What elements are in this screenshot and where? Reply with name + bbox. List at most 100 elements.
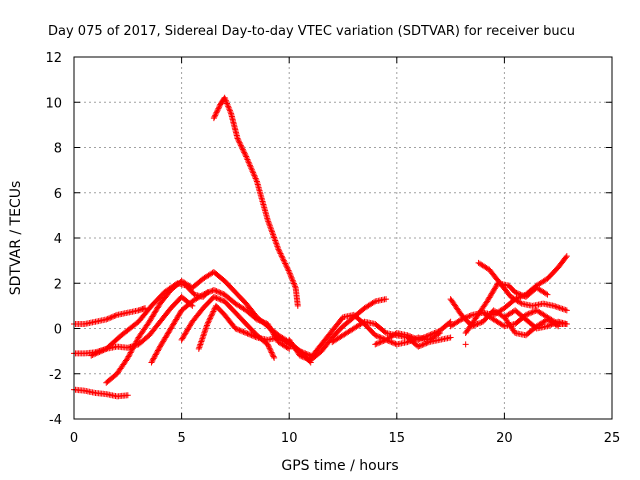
data-point xyxy=(93,350,100,357)
x-tick-label: 5 xyxy=(177,431,185,446)
data-point xyxy=(428,331,435,338)
data-point xyxy=(266,222,273,229)
data-point xyxy=(207,314,214,321)
data-point xyxy=(155,346,162,353)
data-point xyxy=(249,332,256,339)
data-point xyxy=(214,295,221,302)
data-point xyxy=(131,341,138,348)
data-point xyxy=(265,218,272,225)
data-point xyxy=(424,339,431,346)
data-point xyxy=(243,155,250,162)
data-point xyxy=(247,163,254,170)
data-point xyxy=(291,281,298,288)
data-point xyxy=(198,337,205,344)
data-point xyxy=(200,332,207,339)
data-point xyxy=(250,169,257,176)
data-point xyxy=(207,315,214,322)
data-point xyxy=(389,339,396,346)
data-point xyxy=(370,299,377,306)
data-point xyxy=(300,354,307,361)
y-tick-label: 4 xyxy=(54,232,62,247)
data-point xyxy=(246,162,253,169)
data-point xyxy=(552,303,559,310)
data-point xyxy=(273,241,280,248)
x-tick-label: 10 xyxy=(281,431,298,446)
data-point xyxy=(259,318,266,325)
data-point xyxy=(253,176,260,183)
data-point xyxy=(202,326,209,333)
data-point xyxy=(252,175,259,182)
data-point xyxy=(226,107,233,114)
data-point xyxy=(256,317,263,324)
data-point xyxy=(383,296,390,303)
data-point xyxy=(275,246,282,253)
data-point xyxy=(277,250,284,257)
data-point xyxy=(201,290,208,297)
data-point xyxy=(205,319,212,326)
data-point xyxy=(563,307,570,314)
data-point xyxy=(203,323,210,330)
data-point xyxy=(281,259,288,266)
data-point xyxy=(267,225,274,232)
data-point xyxy=(245,157,252,164)
data-point xyxy=(284,266,291,273)
data-point xyxy=(198,292,205,299)
data-point xyxy=(95,349,102,356)
data-point xyxy=(212,112,219,119)
data-point xyxy=(416,336,423,343)
data-point xyxy=(560,306,567,313)
data-point xyxy=(457,317,464,324)
data-point xyxy=(251,172,258,179)
y-tick-label: -4 xyxy=(49,413,62,428)
data-point xyxy=(89,352,96,359)
data-point xyxy=(241,150,248,157)
data-point xyxy=(466,313,473,320)
data-point xyxy=(562,254,569,261)
data-point xyxy=(266,221,273,228)
data-point xyxy=(152,352,159,359)
data-point xyxy=(276,247,283,254)
data-point xyxy=(553,303,560,310)
data-point xyxy=(125,353,132,360)
data-point xyxy=(196,344,203,351)
data-point xyxy=(111,313,118,320)
data-point xyxy=(156,344,163,351)
data-point xyxy=(149,356,156,363)
data-point xyxy=(286,268,293,275)
y-axis-label: SDTVAR / TECUs xyxy=(8,181,24,296)
data-point xyxy=(470,322,477,329)
data-point xyxy=(285,267,292,274)
data-point xyxy=(407,333,414,340)
data-point xyxy=(234,135,241,142)
data-point xyxy=(268,227,275,234)
data-point xyxy=(213,294,220,301)
data-point xyxy=(289,276,296,283)
data-point xyxy=(420,341,427,348)
data-point xyxy=(422,340,429,347)
data-point xyxy=(197,341,204,348)
data-point xyxy=(129,345,136,352)
data-point xyxy=(525,310,532,317)
data-point xyxy=(237,141,244,148)
data-point xyxy=(544,323,551,330)
data-point xyxy=(237,327,244,334)
data-point xyxy=(247,331,254,338)
data-point xyxy=(290,279,297,286)
data-point xyxy=(268,349,275,356)
data-point xyxy=(249,168,256,175)
x-tick-labels: 0 5 10 15 20 25 xyxy=(70,431,620,446)
data-point xyxy=(212,294,219,301)
data-point xyxy=(210,293,217,300)
data-point xyxy=(267,346,274,353)
data-point xyxy=(267,224,274,231)
data-point xyxy=(270,231,277,238)
data-point xyxy=(128,348,135,355)
data-point xyxy=(232,325,239,332)
data-point xyxy=(547,322,554,329)
data-point xyxy=(124,354,131,361)
data-point xyxy=(265,219,272,226)
data-point xyxy=(287,271,294,278)
data-point xyxy=(513,289,520,296)
data-point xyxy=(419,335,426,342)
data-point xyxy=(548,321,555,328)
